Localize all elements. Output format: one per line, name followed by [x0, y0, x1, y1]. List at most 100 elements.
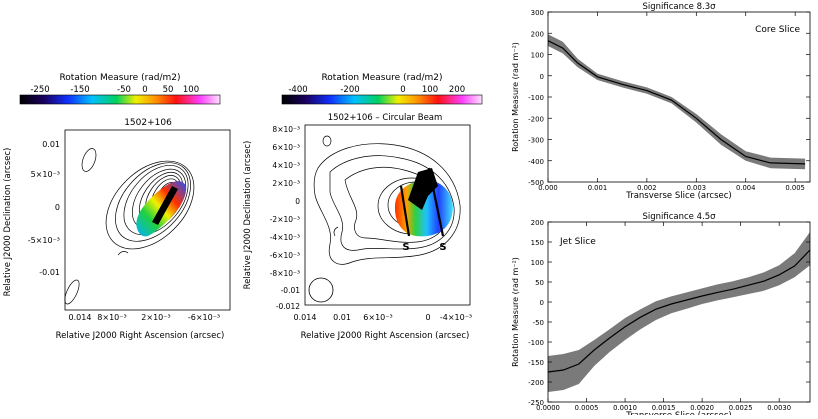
- mid-cbar-tick: 200: [449, 85, 465, 95]
- jet-xtick-label: 0.0025: [729, 404, 753, 412]
- jet-xtick-label: 0.0030: [767, 404, 791, 412]
- jet-plot-frame: [547, 221, 811, 403]
- jet-annotation: Jet Slice: [559, 237, 596, 247]
- mid-colorbar-title: Rotation Measure (rad/m2): [321, 73, 442, 83]
- jet-xtick-label: 0.0010: [613, 404, 637, 412]
- core-error-band: [548, 34, 806, 170]
- core-slice-chart: Significance 8.3σ 300 200 100 0 -100 -200 -300 -…: [511, 2, 811, 201]
- left-rm-map: Rotation Measure (rad/m2) -250 -150 -50 …: [3, 73, 231, 341]
- mid-map-title: 1502+106 – Circular Beam: [328, 113, 443, 123]
- left-cbar-tick: -50: [117, 85, 131, 95]
- left-ylabel: Relative J2000 Declination (arcsec): [3, 148, 13, 297]
- mid-cbar-tick: 0: [400, 85, 405, 95]
- mid-xtick: -4×10⁻³: [440, 313, 472, 322]
- mid-cbar-tick: -400: [288, 85, 307, 95]
- jet-ytick-label: 200: [531, 219, 544, 227]
- core-plot-frame: [547, 11, 811, 183]
- jet-ytick-label: 100: [531, 259, 544, 267]
- mid-cbar-tick: 100: [422, 85, 438, 95]
- left-xlabel: Relative J2000 Right Ascension (arcsec): [56, 331, 225, 341]
- core-rm-line: [547, 40, 806, 165]
- mid-xlabel: Relative J2000 Right Ascension (arcsec): [301, 331, 470, 341]
- jet-xtick-label: 0.0020: [690, 404, 714, 412]
- mid-ytick: -2×10⁻³: [270, 215, 300, 224]
- core-annotation: Core Slice: [755, 25, 800, 35]
- jet-xlabel: Transverse Slice (arcsec): [625, 411, 731, 415]
- core-xtick-label: 0.000: [538, 184, 557, 192]
- core-ytick-label: -400: [528, 158, 544, 166]
- core-xlabel: Transverse Slice (arcsec): [625, 191, 731, 201]
- left-ytick: -0.01: [39, 268, 60, 277]
- core-ytick-label: 100: [531, 52, 544, 60]
- jet-chart-title: Significance 4.5σ: [642, 212, 716, 222]
- left-cbar-tick: 50: [163, 85, 174, 95]
- jet-xtick-label: 0.0000: [536, 404, 560, 412]
- mid-colorbar-ticks: -400 -200 0 100 200: [288, 85, 465, 95]
- left-colorbar-ticks: -250 -150 -50 0 50 100: [30, 85, 199, 95]
- left-xtick: 2×10⁻³: [141, 313, 170, 322]
- jet-ytick-label: -100: [528, 339, 544, 347]
- core-ytick-label: 300: [531, 9, 544, 17]
- left-cbar-tick: 0: [142, 85, 147, 95]
- mid-ytick: -4×10⁻³: [270, 233, 300, 242]
- jet-ytick-label: -150: [528, 359, 544, 367]
- left-ytick: -5×10⁻³: [28, 236, 60, 245]
- left-xtick: -6×10⁻³: [188, 313, 220, 322]
- mid-ytick: -0.012: [276, 302, 300, 311]
- slice-line-core: [427, 167, 445, 237]
- mid-ytick: 8×10⁻³: [272, 125, 300, 134]
- jet-ytick-label: 50: [535, 279, 544, 287]
- core-xtick-label: 0.001: [588, 184, 607, 192]
- mid-xtick: 0.014: [294, 313, 317, 322]
- left-cbar-tick: -150: [70, 85, 89, 95]
- beam-circle: [308, 277, 334, 303]
- jet-slice-chart: Significance 4.5σ 200 150 100 50 0 -50 -100 -150…: [511, 212, 811, 419]
- core-ytick-label: -300: [528, 137, 544, 145]
- core-ytick-label: -500: [528, 179, 544, 187]
- slice-label-jet: S: [402, 242, 409, 253]
- core-ytick-label: -100: [528, 94, 544, 102]
- mid-xtick: 0.01: [333, 313, 351, 322]
- mid-colorbar: [281, 94, 483, 105]
- core-ylabel: Rotation Measure (rad m⁻²): [511, 42, 520, 152]
- left-xtick: 0.014: [69, 313, 92, 322]
- mid-ytick: 6×10⁻³: [272, 143, 300, 152]
- jet-ylabel: Rotation Measure (rad m⁻²): [511, 257, 520, 367]
- jet-ytick-label: -50: [533, 319, 544, 327]
- core-ytick-label: -200: [528, 115, 544, 123]
- jet-rm-line: [547, 249, 811, 373]
- jet-ytick-label: -250: [528, 399, 544, 407]
- left-xtick: 8×10⁻³: [97, 313, 126, 322]
- slice-line-jet: [399, 185, 411, 237]
- jet-xtick-label: 0.0015: [652, 404, 676, 412]
- left-colorbar: [19, 94, 221, 105]
- jet-ytick-label: 0: [540, 299, 544, 307]
- mid-ytick: 4×10⁻³: [272, 161, 300, 170]
- left-core-mask: [152, 186, 178, 225]
- left-ytick: 0.01: [42, 140, 60, 149]
- core-chart-title: Significance 8.3σ: [642, 2, 716, 12]
- jet-ytick-label: 150: [531, 239, 544, 247]
- mid-xticks: 0.014 0.01 6×10⁻³ 0 -4×10⁻³: [294, 313, 473, 322]
- left-ytick: 0: [55, 203, 60, 212]
- left-colorbar-title: Rotation Measure (rad/m2): [59, 73, 180, 83]
- left-ytick: 5×10⁻³: [31, 170, 60, 179]
- core-ytick-label: 200: [531, 30, 544, 38]
- mid-ytick: -6×10⁻³: [270, 251, 300, 260]
- mid-xtick: 6×10⁻³: [363, 313, 392, 322]
- left-contours: [64, 148, 195, 305]
- core-xtick-label: 0.002: [637, 184, 656, 192]
- mid-cbar-tick: -200: [340, 85, 359, 95]
- slice-label-core: S: [439, 242, 446, 253]
- mid-ytick: -8×10⁻³: [270, 269, 300, 278]
- left-map-frame: [64, 129, 231, 311]
- mid-xtick: 0: [425, 313, 430, 322]
- core-xtick-label: 0.003: [687, 184, 706, 192]
- mid-ytick: 0: [295, 197, 300, 206]
- mid-ytick: 2×10⁻³: [272, 179, 300, 188]
- core-xtick-label: 0.004: [736, 184, 755, 192]
- left-cbar-tick: -250: [30, 85, 49, 95]
- mid-ytick: -0.01: [281, 286, 301, 295]
- jet-xtick-label: 0.0005: [575, 404, 599, 412]
